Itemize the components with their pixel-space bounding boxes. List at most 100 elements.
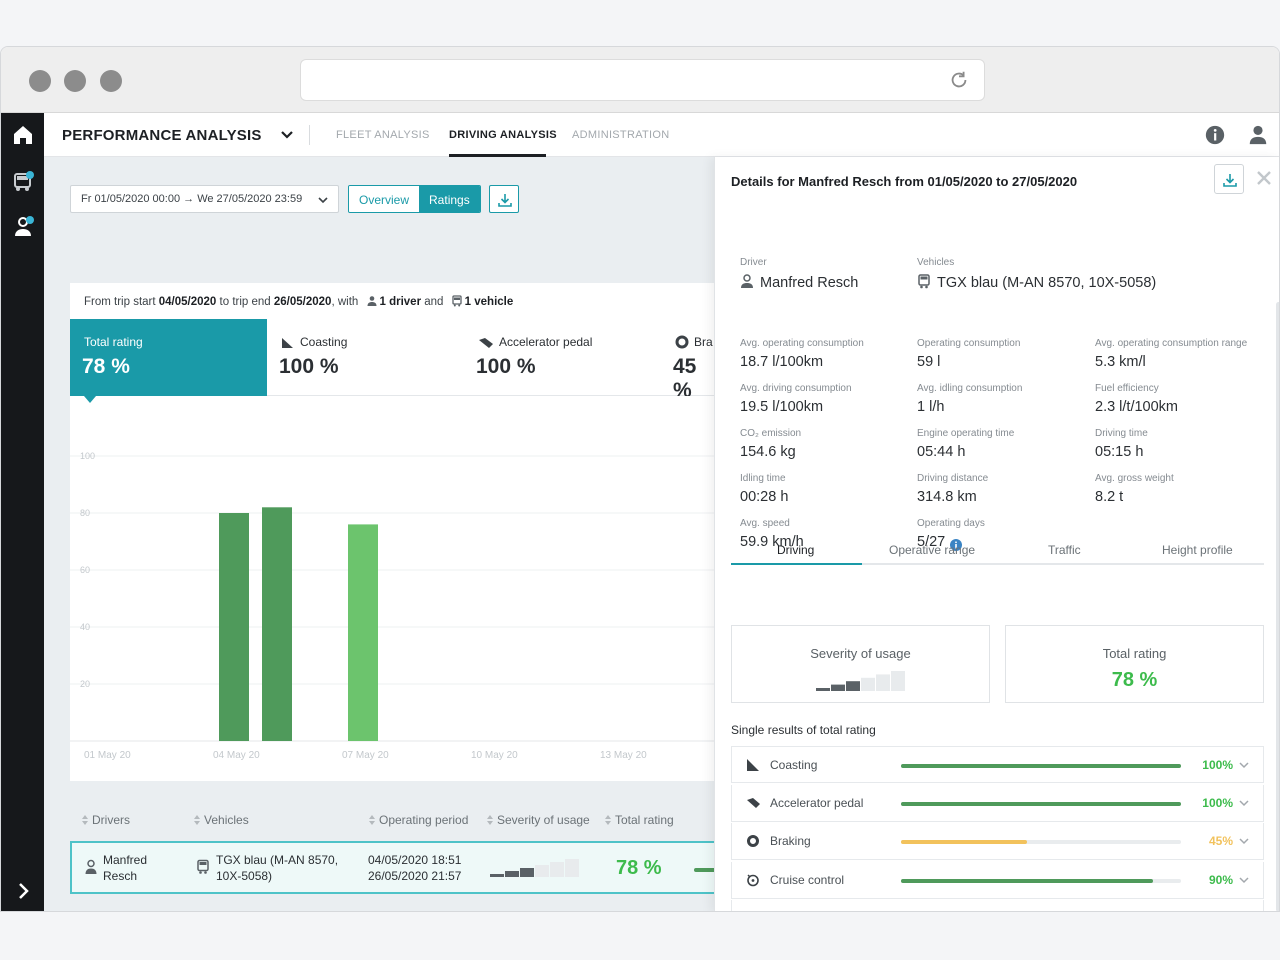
operating-period: 04/05/2020 18:51 26/05/2020 21:57 xyxy=(368,853,462,883)
export-button[interactable] xyxy=(489,185,519,213)
metric-value: 05:15 h xyxy=(1095,444,1144,460)
result-percent: 60% xyxy=(1187,911,1233,912)
x-tick-label: 13 May 20 xyxy=(600,750,647,761)
chevron-down-icon[interactable] xyxy=(1238,797,1250,809)
result-row-accelerator-pedal[interactable]: Accelerator pedal 100% xyxy=(731,784,1264,822)
metric-label: Avg. speed xyxy=(740,518,790,529)
truck-icon[interactable] xyxy=(11,170,35,194)
panel-scrollbar[interactable] xyxy=(1276,302,1279,911)
minimize-window-dot[interactable] xyxy=(64,70,86,92)
kpi-total-rating[interactable]: Total rating 78 % xyxy=(70,319,267,396)
result-row-braking[interactable]: Braking 45% xyxy=(731,823,1264,860)
info-icon[interactable] xyxy=(1204,124,1226,146)
chart-bar[interactable] xyxy=(262,507,292,741)
chevron-down-icon[interactable] xyxy=(1238,759,1250,771)
metric-value: 00:28 h xyxy=(740,489,789,505)
maximize-window-dot[interactable] xyxy=(100,70,122,92)
metric-label: Driving distance xyxy=(917,473,989,484)
ratings-button[interactable]: Ratings xyxy=(419,186,480,212)
kpi-braking[interactable]: Bra 45 % xyxy=(661,319,714,396)
severity-bar xyxy=(565,859,579,877)
result-label: Overspeed xyxy=(770,911,829,912)
result-percent: 100% xyxy=(1202,795,1233,810)
x-tick-label: 07 May 20 xyxy=(342,750,389,761)
metric-label: Avg. idling consumption xyxy=(917,383,1023,394)
result-track xyxy=(901,801,1181,806)
tab-administration[interactable]: ADMINISTRATION xyxy=(572,129,670,141)
severity-box: Severity of usage xyxy=(731,625,990,703)
tab-driving-analysis[interactable]: DRIVING ANALYSIS xyxy=(449,129,557,141)
app-title[interactable]: PERFORMANCE ANALYSIS xyxy=(62,127,262,144)
severity-bar xyxy=(891,671,905,691)
tab-height-profile[interactable]: Height profile xyxy=(1162,543,1233,557)
result-row-cruise-control[interactable]: Cruise control 90% xyxy=(731,861,1264,899)
driver-label: Driver xyxy=(740,257,767,268)
metric-value: 1 l/h xyxy=(917,399,945,415)
coasting-icon xyxy=(282,338,293,348)
side-rail xyxy=(1,113,44,911)
details-tabs: Driving Operative range Traffic Height p… xyxy=(731,539,1264,565)
reload-icon[interactable] xyxy=(948,69,970,91)
vehicle-name: TGX blau (M-AN 8570, 10X-5058) xyxy=(216,853,339,883)
rating-kpis: Total rating 78 % Coasting 100 % Acceler… xyxy=(70,319,714,396)
ratings-card: From trip start 04/05/2020 to trip end 2… xyxy=(70,283,714,781)
home-icon[interactable] xyxy=(11,123,35,147)
result-row-overspeed[interactable]: Overspeed 60% xyxy=(731,900,1264,912)
vehicles-label: Vehicles xyxy=(917,257,955,268)
accelerator-pedal-icon xyxy=(747,797,760,808)
severity-bar xyxy=(846,681,860,691)
address-bar[interactable] xyxy=(300,59,985,101)
truck-icon xyxy=(197,859,209,874)
expand-chevron-icon[interactable] xyxy=(11,879,35,903)
driver-name: Manfred Resch xyxy=(103,853,148,883)
severity-title: Severity of usage xyxy=(810,646,911,661)
tab-operative-range[interactable]: Operative range xyxy=(889,543,976,557)
result-row-coasting[interactable]: Coasting 100% xyxy=(731,746,1264,783)
chart-bar[interactable] xyxy=(348,524,378,741)
row-total-rating: 78 % xyxy=(616,857,662,879)
severity-bars xyxy=(816,671,905,691)
chevron-down-icon[interactable] xyxy=(279,127,295,143)
column-header-total-rating[interactable]: Total rating xyxy=(605,813,674,827)
column-header-vehicles[interactable]: Vehicles xyxy=(194,813,249,827)
result-percent: 45% xyxy=(1208,834,1233,848)
severity-bar xyxy=(535,865,549,877)
close-icon[interactable] xyxy=(1254,168,1274,188)
result-label: Coasting xyxy=(770,758,818,772)
info-icon[interactable] xyxy=(950,539,962,551)
kpi-coasting[interactable]: Coasting 100 % xyxy=(267,319,464,396)
details-export-button[interactable] xyxy=(1214,164,1244,194)
row-rating-bar xyxy=(694,868,716,872)
table-row[interactable]: Manfred Resch TGX blau (M-AN 8570, 10X-505… xyxy=(70,841,716,894)
user-icon[interactable] xyxy=(1247,124,1269,146)
table-header: Drivers Vehicles Operating period Severi… xyxy=(70,797,714,839)
date-range-select[interactable]: Fr 01/05/2020 00:00 → We 27/05/2020 23:5… xyxy=(70,185,339,213)
metric-label: Operating consumption xyxy=(917,338,1021,349)
divider xyxy=(309,125,310,145)
y-tick-label: 60 xyxy=(80,565,90,575)
chevron-down-icon[interactable] xyxy=(1238,835,1250,847)
speedometer-icon xyxy=(746,911,760,912)
chart-bar[interactable] xyxy=(219,513,249,741)
column-header-drivers[interactable]: Drivers xyxy=(82,813,130,827)
y-tick-label: 40 xyxy=(80,622,90,632)
column-header-severity[interactable]: Severity of usage xyxy=(487,813,590,827)
kpi-label: Bra xyxy=(694,335,713,349)
severity-bar xyxy=(505,871,519,877)
tab-driving[interactable]: Driving xyxy=(777,543,815,557)
result-fill xyxy=(901,764,1181,768)
truck-notification-badge xyxy=(26,171,34,179)
severity-bar xyxy=(816,688,830,691)
kpi-accelerator-pedal[interactable]: Accelerator pedal 100 % xyxy=(464,319,661,396)
result-track xyxy=(901,878,1181,883)
column-header-operating-period[interactable]: Operating period xyxy=(369,813,468,827)
tab-fleet-analysis[interactable]: FLEET ANALYSIS xyxy=(336,129,430,141)
tab-traffic[interactable]: Traffic xyxy=(1048,543,1081,557)
close-window-dot[interactable] xyxy=(29,70,51,92)
truck-icon xyxy=(452,295,462,307)
chevron-down-icon[interactable] xyxy=(1238,874,1250,886)
brake-icon xyxy=(747,835,759,847)
details-panel: Details for Manfred Resch from 01/05/202… xyxy=(714,157,1279,912)
overview-button[interactable]: Overview xyxy=(349,186,420,212)
cruise-control-icon xyxy=(747,873,759,886)
